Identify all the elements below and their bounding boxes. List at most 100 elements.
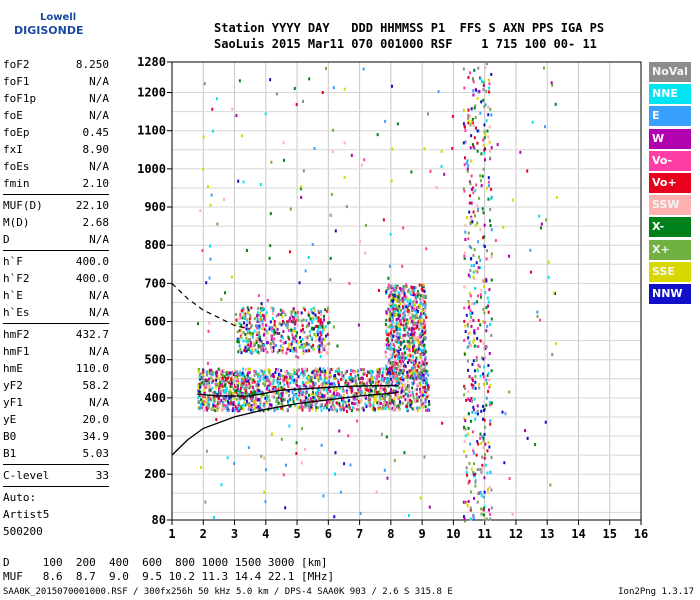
echo-point bbox=[414, 388, 417, 392]
echo-point bbox=[234, 405, 237, 409]
echo-point bbox=[208, 388, 211, 392]
echo-point bbox=[481, 356, 484, 360]
echo-point bbox=[207, 185, 210, 189]
echo-point bbox=[304, 269, 307, 273]
echo-point bbox=[405, 403, 408, 407]
echo-point bbox=[482, 382, 485, 386]
echo-point bbox=[386, 367, 389, 371]
echo-point bbox=[347, 405, 350, 409]
param-value: 400.0 bbox=[75, 272, 109, 285]
echo-point bbox=[420, 312, 423, 316]
echo-point bbox=[290, 328, 293, 332]
echo-point bbox=[425, 383, 428, 387]
echo-point bbox=[483, 130, 486, 134]
echo-point bbox=[415, 377, 418, 381]
echo-point bbox=[355, 392, 358, 396]
echo-point bbox=[357, 388, 360, 392]
echo-point bbox=[206, 404, 209, 408]
echo-point bbox=[382, 404, 385, 408]
echo-point bbox=[281, 319, 284, 323]
echo-point bbox=[277, 384, 280, 388]
echo-point bbox=[409, 358, 412, 362]
echo-point bbox=[394, 358, 397, 362]
echo-point bbox=[272, 345, 275, 349]
echo-point bbox=[278, 349, 281, 353]
echo-point bbox=[393, 372, 396, 376]
echo-point bbox=[357, 373, 360, 377]
echo-point bbox=[390, 407, 393, 411]
echo-point bbox=[475, 183, 478, 187]
echo-point bbox=[441, 421, 444, 425]
echo-point bbox=[318, 344, 321, 348]
echo-point bbox=[423, 325, 426, 329]
echo-point bbox=[425, 315, 428, 319]
echo-point bbox=[203, 391, 206, 395]
echo-point bbox=[208, 403, 211, 407]
echo-point bbox=[353, 402, 356, 406]
echo-point bbox=[408, 369, 411, 373]
echo-point bbox=[315, 338, 318, 342]
echo-point bbox=[420, 368, 423, 372]
echo-point bbox=[474, 484, 477, 488]
echo-point bbox=[269, 405, 272, 409]
echo-point bbox=[207, 398, 210, 402]
echo-point bbox=[280, 334, 283, 338]
echo-point bbox=[212, 404, 215, 408]
echo-point bbox=[230, 378, 233, 382]
echo-point bbox=[394, 310, 397, 314]
echo-point bbox=[426, 383, 429, 387]
echo-point bbox=[393, 401, 396, 405]
echo-point bbox=[540, 222, 543, 226]
echo-point bbox=[222, 400, 225, 404]
echo-point bbox=[472, 275, 475, 279]
echo-point bbox=[480, 289, 483, 293]
echo-point bbox=[397, 349, 400, 353]
echo-point bbox=[324, 325, 327, 329]
echo-point bbox=[310, 405, 313, 409]
echo-point bbox=[465, 470, 468, 474]
echo-point bbox=[216, 393, 219, 397]
echo-point bbox=[319, 388, 322, 392]
echo-point bbox=[415, 312, 418, 316]
param-b0: B0 34.9 bbox=[3, 428, 109, 445]
echo-point bbox=[472, 191, 475, 195]
echo-point bbox=[472, 270, 475, 274]
echo-point bbox=[245, 327, 248, 331]
echo-point bbox=[294, 371, 297, 375]
echo-point bbox=[371, 384, 374, 388]
echo-point bbox=[398, 366, 401, 370]
echo-point bbox=[473, 397, 476, 401]
echo-point bbox=[292, 320, 295, 324]
echo-point bbox=[482, 320, 485, 324]
echo-point bbox=[357, 369, 360, 373]
echo-point bbox=[390, 284, 393, 288]
echo-point bbox=[247, 446, 250, 450]
echo-point bbox=[235, 406, 238, 410]
echo-point bbox=[466, 324, 469, 328]
echo-point bbox=[469, 517, 472, 521]
echo-point bbox=[424, 405, 427, 409]
echo-point bbox=[402, 359, 405, 363]
echo-point bbox=[417, 364, 420, 368]
echo-point bbox=[308, 330, 311, 334]
echo-point bbox=[242, 379, 245, 383]
echo-point bbox=[225, 386, 228, 390]
echo-point bbox=[401, 264, 404, 268]
echo-point bbox=[387, 333, 390, 337]
echo-point bbox=[478, 386, 481, 390]
echo-point bbox=[287, 335, 290, 339]
echo-point bbox=[206, 408, 209, 412]
echo-point bbox=[376, 133, 379, 137]
echo-point bbox=[407, 303, 410, 307]
echo-point bbox=[389, 309, 392, 313]
y-tick-label: 400 bbox=[144, 391, 166, 405]
echo-point bbox=[483, 311, 486, 315]
echo-point bbox=[378, 374, 381, 378]
echo-point bbox=[287, 345, 290, 349]
echo-point bbox=[466, 322, 469, 326]
echo-point bbox=[404, 387, 407, 391]
echo-point bbox=[412, 364, 415, 368]
param-label: hmF2 bbox=[3, 328, 30, 341]
echo-point bbox=[477, 442, 480, 446]
echo-point bbox=[474, 472, 477, 476]
